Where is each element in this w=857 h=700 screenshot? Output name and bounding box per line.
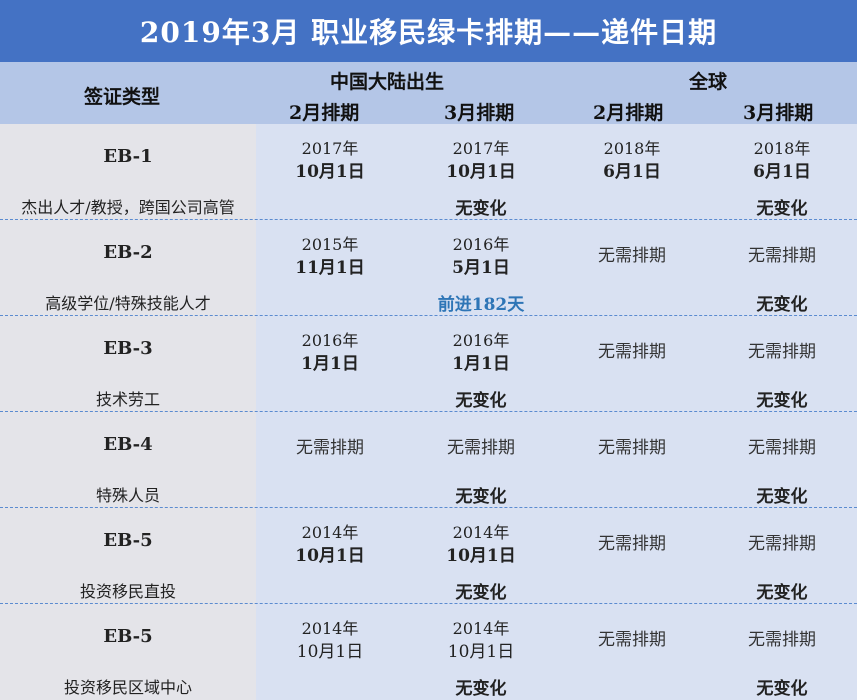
- cutoff-global-mar-date: 6月1日: [753, 162, 811, 182]
- table-row: EB-3 技术劳工 2016年 1月1日 2016年 1月1日 无需排期 无需排期无变化 无变化: [0, 316, 857, 412]
- cutoff-global-mar-status: 无需排期: [748, 342, 816, 362]
- visa-code: EB-5: [103, 626, 153, 647]
- cutoff-china-mar-date: 5月1日: [452, 258, 510, 278]
- cutoff-global-feb-year: 2018年: [603, 139, 661, 158]
- cutoff-china-feb-date: 10月1日: [296, 642, 364, 662]
- table-row: EB-5 投资移民直投 2014年 10月1日 2014年 10月1日 无需排期 无需排期无变…: [0, 508, 857, 604]
- visa-description: 特殊人员: [95, 486, 161, 505]
- cutoff-global-feb-status: 无需排期: [598, 342, 666, 362]
- cutoff-china-feb-date: 11月1日: [295, 258, 365, 278]
- change-china: 无变化: [455, 391, 507, 411]
- visa-type-column: [0, 124, 256, 700]
- change-global: 无变化: [756, 295, 808, 315]
- header-group-china: 中国大陆出生: [330, 71, 445, 93]
- cutoff-china-feb-date: 10月1日: [295, 162, 365, 182]
- cutoff-china-mar-date: 10月1日: [447, 642, 515, 662]
- change-china: 无变化: [455, 487, 507, 507]
- cutoff-global-mar-year: 2018年: [753, 139, 811, 158]
- header-col-mar-global: 3月排期: [743, 102, 814, 124]
- visa-description: 投资移民直投: [79, 582, 177, 601]
- cutoff-china-mar-date: 1月1日: [452, 354, 510, 374]
- visa-description: 技术劳工: [95, 390, 161, 409]
- visa-code: EB-4: [103, 434, 153, 455]
- table-row: EB-1 杰出人才/教授，跨国公司高管 2017年 10月1日 2017年 10月1日 20…: [0, 124, 857, 220]
- row-divider: [0, 315, 857, 316]
- cutoff-china-feb-year: 2016年: [301, 331, 359, 350]
- visa-description: 投资移民区域中心: [63, 678, 193, 697]
- visa-code: EB-2: [103, 242, 153, 263]
- header-group-global: 全球: [689, 71, 728, 93]
- header-col-feb-global: 2月排期: [593, 102, 664, 124]
- change-china: 前进182天: [437, 295, 525, 315]
- cutoff-china-mar-year: 2017年: [452, 139, 510, 158]
- cutoff-china-feb-year: 2014年: [301, 523, 359, 542]
- cutoff-global-mar-status: 无需排期: [748, 438, 816, 458]
- cutoff-china-feb-date: 10月1日: [295, 546, 365, 566]
- header-col-feb-china: 2月排期: [289, 102, 360, 124]
- table-row: EB-2 高级学位/特殊技能人才 2015年 11月1日 2016年 5月1日 无需排期 无需…: [0, 220, 857, 316]
- cutoff-china-feb-status: 无需排期: [296, 438, 364, 458]
- header-col-mar-china: 3月排期: [444, 102, 515, 124]
- cutoff-china-feb-date: 1月1日: [301, 354, 359, 374]
- visa-description: 高级学位/特殊技能人才: [45, 294, 211, 313]
- change-global: 无变化: [756, 583, 808, 603]
- cutoff-global-feb-status: 无需排期: [598, 630, 666, 650]
- change-global: 无变化: [756, 391, 808, 411]
- cutoff-china-mar-year: 2016年: [452, 331, 510, 350]
- table-row: EB-4 特殊人员 无需排期 无需排期 无需排期 无需排期无变化 无变化: [0, 412, 857, 508]
- cutoff-global-feb-status: 无需排期: [598, 534, 666, 554]
- change-china: 无变化: [455, 679, 507, 699]
- row-divider: [0, 603, 857, 604]
- cutoff-china-mar-date: 10月1日: [446, 546, 516, 566]
- cutoff-china-mar-year: 2014年: [452, 523, 510, 542]
- visa-code: EB-1: [103, 146, 153, 167]
- cutoff-china-feb-year: 2017年: [301, 139, 359, 158]
- row-divider: [0, 507, 857, 508]
- cutoff-china-mar-year: 2016年: [452, 235, 510, 254]
- cutoff-china-feb-year: 2014年: [301, 619, 359, 638]
- header-visa-type: 签证类型: [84, 86, 161, 108]
- table-header: 签证类型 中国大陆出生 全球 2月排期 3月排期 2月排期 3月排期: [0, 62, 857, 124]
- data-area: [256, 124, 857, 700]
- visa-description: 杰出人才/教授，跨国公司高管: [21, 198, 235, 217]
- table-row: EB-5 投资移民区域中心 2014年 10月1日 2014年 10月1日 无需排期 无需排期…: [0, 604, 857, 700]
- change-global: 无变化: [756, 679, 808, 699]
- cutoff-china-mar-year: 2014年: [452, 619, 510, 638]
- page-title: 2019年3月 职业移民绿卡排期——递件日期: [0, 0, 857, 62]
- cutoff-global-feb-date: 6月1日: [603, 162, 661, 182]
- visa-code: EB-3: [103, 338, 153, 359]
- visa-code: EB-5: [103, 530, 153, 551]
- cutoff-global-mar-status: 无需排期: [748, 630, 816, 650]
- row-divider: [0, 411, 857, 412]
- cutoff-global-feb-status: 无需排期: [598, 246, 666, 266]
- cutoff-china-mar-date: 10月1日: [446, 162, 516, 182]
- change-global: 无变化: [756, 487, 808, 507]
- cutoff-global-mar-status: 无需排期: [748, 534, 816, 554]
- cutoff-global-feb-status: 无需排期: [598, 438, 666, 458]
- cutoff-china-feb-year: 2015年: [301, 235, 359, 254]
- change-china: 无变化: [455, 199, 507, 219]
- cutoff-global-mar-status: 无需排期: [748, 246, 816, 266]
- change-china: 无变化: [455, 583, 507, 603]
- change-global: 无变化: [756, 199, 808, 219]
- cutoff-china-mar-status: 无需排期: [447, 438, 515, 458]
- row-divider: [0, 219, 857, 220]
